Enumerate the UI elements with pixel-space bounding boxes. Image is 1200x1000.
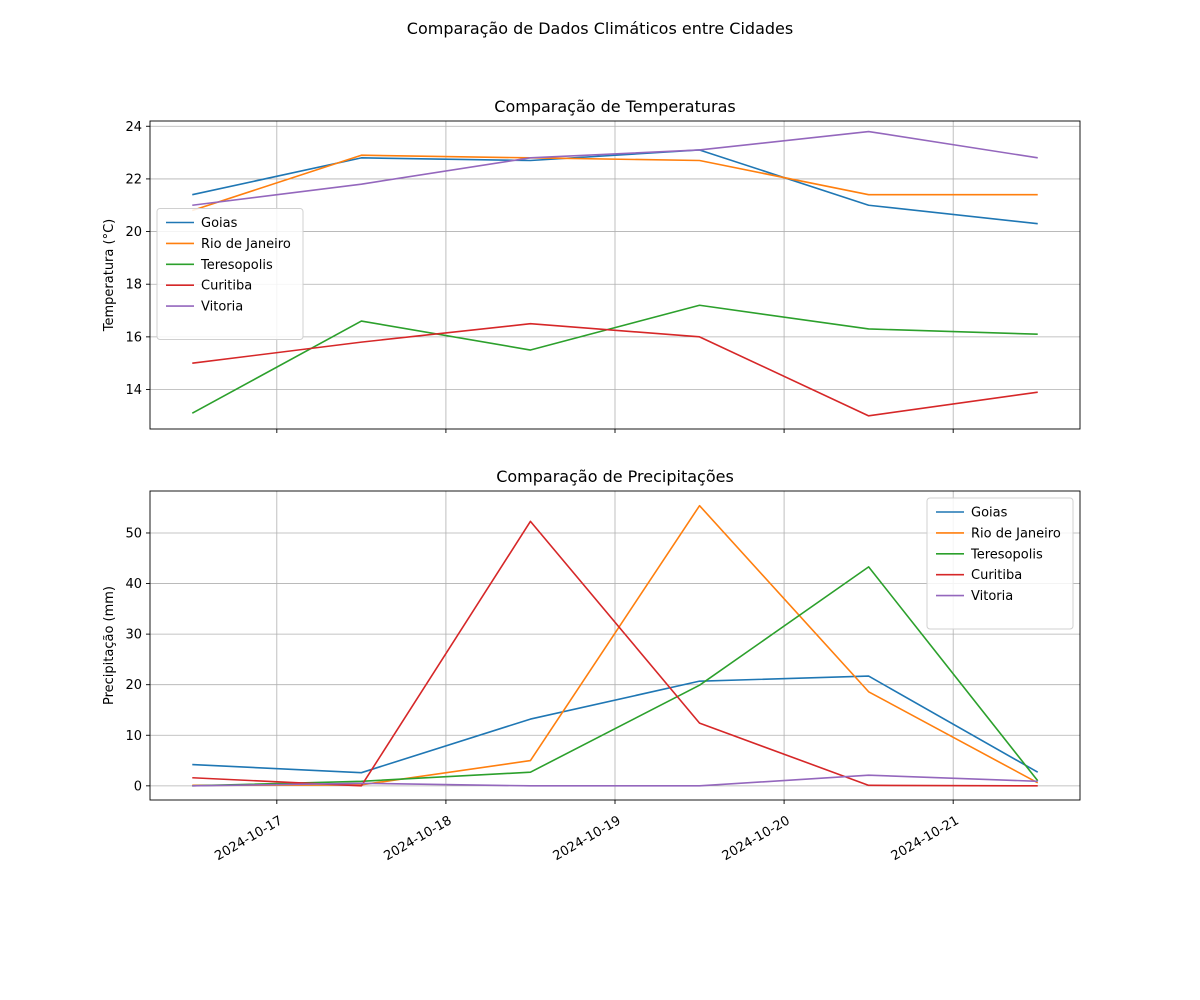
y-tick-label: 14 bbox=[125, 383, 142, 398]
legend-entry: Goias bbox=[971, 506, 1008, 521]
y-tick-label: 20 bbox=[125, 225, 142, 240]
x-tick-label: 2024-10-19 bbox=[551, 813, 624, 864]
y-tick-label: 16 bbox=[125, 330, 142, 345]
series-line-vitoria bbox=[192, 774, 1038, 787]
figure-title: Comparação de Dados Climáticos entre Cid… bbox=[407, 19, 793, 38]
legend-entry: Goias bbox=[201, 216, 238, 231]
y-tick-label: 24 bbox=[125, 120, 142, 135]
y-axis-label: Precipitação (mm) bbox=[102, 586, 117, 705]
y-tick-label: 30 bbox=[125, 628, 142, 643]
y-tick-label: 20 bbox=[125, 678, 142, 693]
series-line-teresopolis bbox=[191, 304, 1038, 414]
series-line-curitiba bbox=[192, 322, 1038, 417]
chart-title: Comparação de Temperaturas bbox=[494, 97, 735, 116]
legend: Goias Rio de Janeiro Teresopolis Curitiba Vi… bbox=[926, 497, 1074, 630]
series-line-rio-de-janeiro bbox=[192, 154, 1038, 212]
series-line-teresopolis bbox=[192, 566, 1039, 787]
y-tick-label: 40 bbox=[125, 577, 142, 592]
y-tick-label: 10 bbox=[125, 729, 142, 744]
legend-entry: Curitiba bbox=[971, 568, 1022, 583]
y-tick-label: 50 bbox=[125, 526, 142, 541]
legend-entry: Rio de Janeiro bbox=[971, 526, 1061, 541]
series-line-goias bbox=[192, 675, 1039, 774]
y-tick-label: 22 bbox=[125, 172, 142, 187]
legend-entry: Teresopolis bbox=[970, 547, 1043, 562]
series-line-vitoria bbox=[192, 130, 1038, 207]
y-tick-label: 0 bbox=[134, 779, 142, 794]
y-axis-label: Temperatura (°C) bbox=[102, 219, 117, 332]
legend-entry: Curitiba bbox=[201, 279, 252, 294]
legend-entry: Vitoria bbox=[971, 589, 1013, 604]
x-tick-label: 2024-10-17 bbox=[212, 813, 285, 864]
y-tick-label: 18 bbox=[125, 278, 142, 293]
x-tick-label: 2024-10-20 bbox=[720, 813, 793, 864]
x-tick-label: 2024-10-21 bbox=[889, 813, 962, 864]
legend-entry: Teresopolis bbox=[200, 258, 273, 273]
legend: Goias Rio de Janeiro Teresopolis Curitiba Vi… bbox=[156, 208, 304, 340]
chart-title: Comparação de Precipitações bbox=[496, 467, 734, 486]
legend-entry: Vitoria bbox=[201, 300, 243, 315]
legend-entry: Rio de Janeiro bbox=[201, 237, 291, 252]
temperature-chart: Comparação de Temperaturas 14 16 18 20 22 24 Te… bbox=[102, 97, 1081, 433]
x-tick-label: 2024-10-18 bbox=[382, 813, 455, 864]
precipitation-chart: Comparação de Precipitações 0 10 20 30 40 50 20… bbox=[102, 467, 1081, 864]
